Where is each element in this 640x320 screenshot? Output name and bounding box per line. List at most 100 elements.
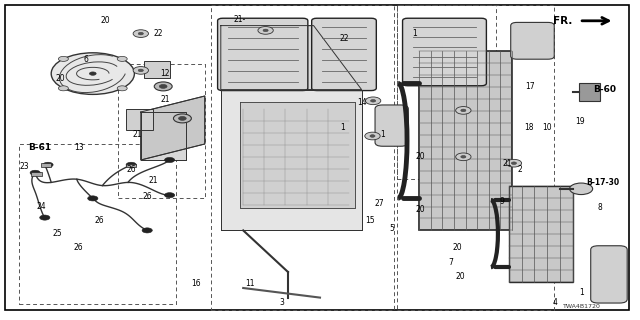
Bar	[144, 61, 170, 78]
FancyBboxPatch shape	[312, 18, 376, 91]
Text: 1: 1	[412, 29, 417, 38]
Text: 3: 3	[279, 298, 284, 307]
Polygon shape	[141, 112, 186, 160]
Circle shape	[365, 97, 381, 105]
Text: 25: 25	[52, 229, 63, 238]
Text: 21: 21	[161, 95, 170, 104]
FancyBboxPatch shape	[511, 22, 554, 59]
Circle shape	[117, 86, 127, 91]
Text: 1: 1	[340, 124, 345, 132]
Text: 20: 20	[415, 205, 425, 214]
Text: 2: 2	[517, 165, 522, 174]
Text: 20: 20	[452, 244, 462, 252]
Circle shape	[258, 27, 273, 34]
Circle shape	[30, 170, 40, 175]
FancyBboxPatch shape	[591, 246, 627, 303]
Circle shape	[371, 100, 376, 102]
Text: 26: 26	[126, 165, 136, 174]
Circle shape	[456, 107, 471, 114]
Bar	[419, 51, 512, 230]
Circle shape	[133, 67, 148, 74]
Text: 21: 21	[502, 159, 511, 168]
Circle shape	[173, 114, 191, 123]
Circle shape	[370, 135, 375, 137]
Bar	[579, 83, 600, 101]
Text: 22: 22	[154, 29, 163, 38]
Text: B-60: B-60	[593, 85, 616, 94]
Circle shape	[179, 116, 186, 120]
Circle shape	[90, 72, 96, 75]
Text: 26: 26	[142, 192, 152, 201]
Circle shape	[88, 196, 98, 201]
Text: 20: 20	[56, 74, 66, 83]
Text: 7: 7	[449, 258, 454, 267]
Circle shape	[461, 109, 466, 112]
Text: 10: 10	[541, 124, 552, 132]
Circle shape	[138, 32, 143, 35]
Circle shape	[51, 53, 134, 94]
Circle shape	[365, 132, 380, 140]
Text: 21: 21	[149, 176, 158, 185]
Circle shape	[133, 30, 148, 37]
Circle shape	[164, 193, 175, 198]
Text: 9: 9	[500, 197, 505, 206]
Polygon shape	[221, 90, 362, 230]
Text: 19: 19	[575, 117, 585, 126]
Text: 6: 6	[84, 55, 89, 64]
FancyBboxPatch shape	[311, 152, 340, 202]
Text: 4: 4	[552, 298, 557, 307]
Text: 16: 16	[191, 279, 202, 288]
Polygon shape	[141, 96, 205, 160]
Text: B-61: B-61	[28, 143, 51, 152]
Circle shape	[159, 84, 167, 88]
Text: 12: 12	[161, 69, 170, 78]
Circle shape	[43, 162, 53, 167]
Text: FR.: FR.	[554, 16, 573, 26]
Polygon shape	[221, 26, 362, 90]
Text: 21-: 21-	[234, 15, 246, 24]
Text: 18: 18	[525, 124, 534, 132]
Circle shape	[126, 162, 136, 167]
Text: 17: 17	[525, 82, 535, 91]
Text: 27: 27	[374, 199, 385, 208]
Circle shape	[570, 183, 593, 195]
Text: 5: 5	[389, 224, 394, 233]
Circle shape	[511, 162, 516, 164]
Text: 22: 22	[340, 34, 349, 43]
FancyBboxPatch shape	[375, 105, 408, 146]
Bar	[397, 5, 554, 310]
Text: 11: 11	[245, 279, 254, 288]
Circle shape	[164, 157, 175, 163]
Bar	[211, 5, 394, 310]
Circle shape	[40, 215, 50, 220]
Circle shape	[58, 56, 68, 61]
Text: 26: 26	[73, 244, 83, 252]
Bar	[31, 172, 42, 176]
Text: 20: 20	[415, 152, 425, 161]
Bar	[118, 64, 205, 198]
Bar	[509, 186, 573, 282]
Bar	[126, 109, 153, 130]
Circle shape	[154, 82, 172, 91]
Bar	[19, 144, 176, 304]
Text: 13: 13	[74, 143, 84, 152]
Bar	[397, 5, 496, 179]
Bar	[41, 163, 51, 167]
Text: 20: 20	[100, 16, 111, 25]
Text: 1: 1	[380, 130, 385, 139]
Text: 14: 14	[356, 98, 367, 107]
Text: 8: 8	[597, 204, 602, 212]
Circle shape	[461, 156, 466, 158]
Circle shape	[142, 228, 152, 233]
Bar	[126, 164, 136, 167]
Text: 1: 1	[579, 288, 584, 297]
Circle shape	[506, 159, 522, 167]
Circle shape	[138, 69, 143, 72]
FancyBboxPatch shape	[218, 18, 308, 91]
Text: 15: 15	[365, 216, 375, 225]
Text: B-17-30: B-17-30	[586, 178, 620, 187]
Text: 20: 20	[456, 272, 466, 281]
Circle shape	[263, 29, 268, 32]
Text: TWA4B1720: TWA4B1720	[563, 304, 602, 309]
Text: 24: 24	[36, 202, 46, 211]
